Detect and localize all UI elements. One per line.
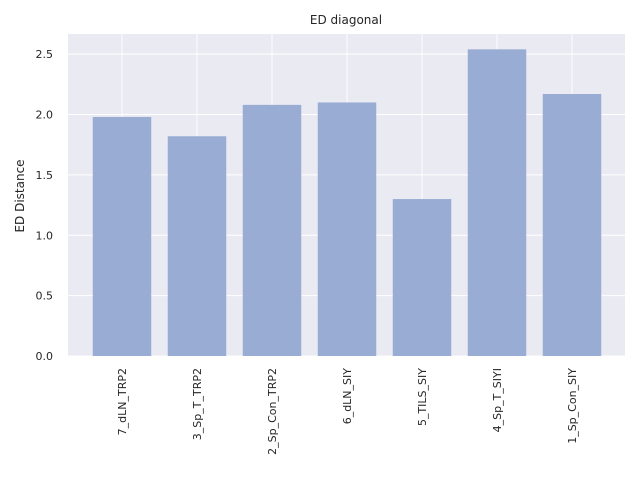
x-tick-label: 6_dLN_SIY [341,368,354,425]
y-tick-label: 0.0 [36,350,54,363]
bars [92,49,602,356]
bar-2_Sp_Con_TRP2 [242,104,302,356]
y-tick-label: 1.0 [36,229,54,242]
x-tick-label: 5_TILS_SIY [416,368,429,426]
bar-7_dLN_TRP2 [92,116,152,356]
x-tick-label: 1_Sp_Con_SIY [566,368,579,444]
x-tick-labels: 7_dLN_TRP2 3_Sp_T_TRP2 2_Sp_Con_TRP2 6_dLN_… [116,368,579,455]
y-tick-label: 1.5 [36,169,54,182]
bar-3_Sp_T_TRP2 [167,136,227,356]
y-tick-label: 0.5 [36,290,54,303]
bar-6_dLN_SIY [317,102,377,356]
y-axis-label: ED Distance [13,159,27,232]
x-tick-label: 2_Sp_Con_TRP2 [266,368,279,455]
y-tick-label: 2.5 [36,48,54,61]
bar-4_Sp_T_SIYI [467,49,527,356]
y-tick-labels: 0.0 0.5 1.0 1.5 2.0 2.5 [36,48,54,363]
bar-5_TILS_SIY [392,199,452,356]
x-tick-label: 4_Sp_T_SIYI [491,368,504,432]
x-tick-label: 7_dLN_TRP2 [116,368,129,435]
y-tick-label: 2.0 [36,109,54,122]
x-tick-label: 3_Sp_T_TRP2 [191,368,204,440]
chart-title: ED diagonal [310,13,382,27]
bar-1_Sp_Con_SIY [542,94,602,356]
